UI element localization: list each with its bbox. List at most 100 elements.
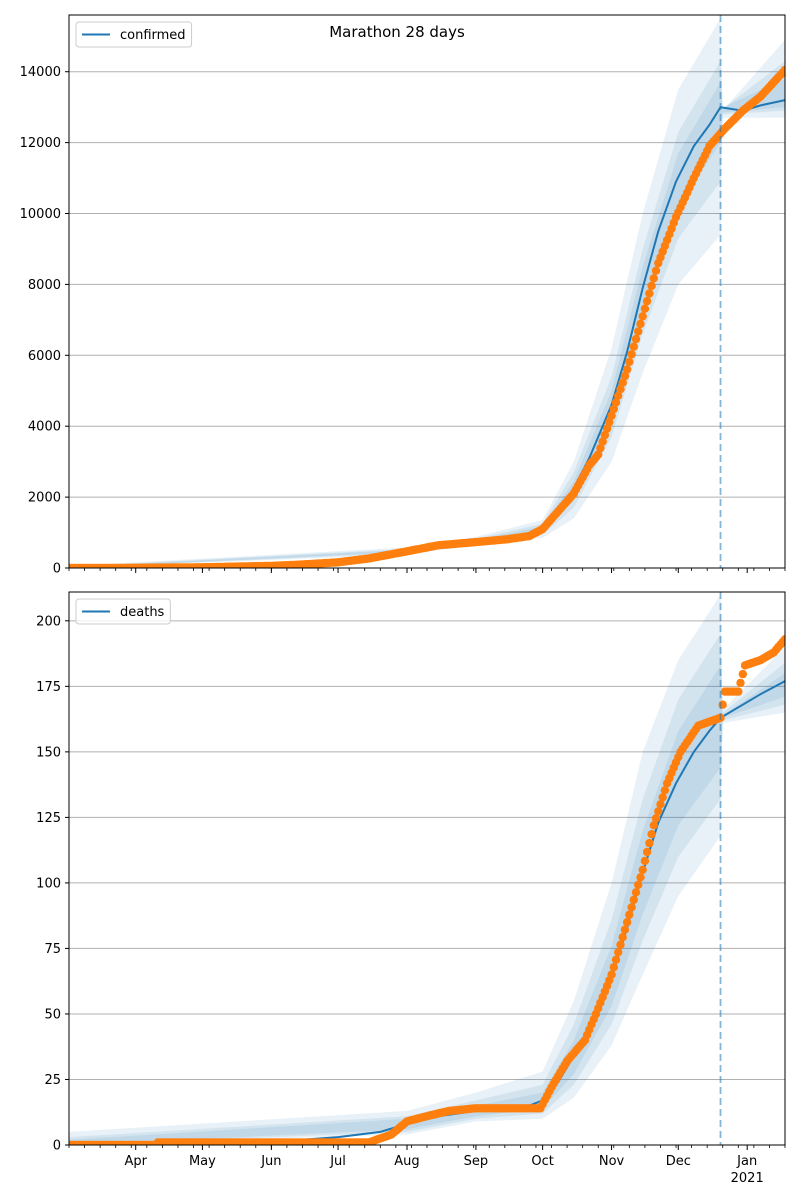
observed-point bbox=[654, 807, 663, 816]
observed-point bbox=[625, 357, 634, 367]
observed-point bbox=[738, 669, 747, 679]
observed-point bbox=[631, 334, 641, 344]
observed-point bbox=[620, 925, 630, 934]
observed-point bbox=[594, 450, 603, 459]
plot-area bbox=[69, 594, 785, 1145]
observed-point bbox=[629, 895, 638, 904]
observed-point bbox=[618, 933, 627, 942]
x-tick-label: Nov bbox=[599, 1154, 625, 1169]
y-tick-label: 10000 bbox=[20, 207, 61, 222]
observed-point bbox=[638, 865, 647, 874]
observed-point bbox=[636, 873, 645, 882]
observed-point bbox=[651, 266, 661, 275]
y-tick-label: 75 bbox=[44, 942, 61, 957]
figure-title: Marathon 28 days bbox=[329, 23, 465, 41]
observed-point bbox=[656, 800, 665, 809]
observed-point bbox=[640, 304, 650, 313]
uncertainty-band bbox=[69, 665, 785, 1145]
observed-point bbox=[649, 274, 658, 283]
y-tick-label: 0 bbox=[53, 1139, 61, 1154]
observed-point bbox=[627, 350, 636, 359]
legend: deaths bbox=[75, 598, 171, 625]
observed-point bbox=[660, 786, 670, 795]
observed-point bbox=[607, 411, 616, 420]
confirmed-chart: 0 2000 4000 6000 8000 10000 12000 14000 confirme… bbox=[20, 14, 786, 577]
observed-point bbox=[736, 678, 745, 688]
x-tick-label: Aug bbox=[394, 1154, 419, 1169]
observed-point bbox=[658, 793, 667, 802]
legend-label: deaths bbox=[120, 605, 165, 620]
y-tick-label: 6000 bbox=[28, 349, 61, 364]
observed-point bbox=[602, 424, 612, 433]
x-tick-label: Jun bbox=[260, 1154, 281, 1169]
x-tick-label: May bbox=[189, 1154, 216, 1169]
y-tick-label: 125 bbox=[36, 811, 61, 826]
x-tick-label: Oct bbox=[531, 1154, 553, 1169]
observed-point bbox=[631, 888, 641, 897]
y-tick-label: 150 bbox=[36, 745, 61, 760]
uncertainty-band bbox=[69, 594, 785, 1145]
uncertainty-band bbox=[69, 633, 785, 1145]
observed-point bbox=[780, 635, 785, 644]
observed-point bbox=[614, 948, 623, 957]
legend-label: confirmed bbox=[120, 28, 186, 43]
x-tick-label: Dec bbox=[666, 1154, 691, 1169]
observed-point bbox=[618, 378, 627, 387]
observed-point bbox=[640, 856, 650, 866]
observed-point bbox=[647, 281, 656, 291]
observed-point bbox=[605, 417, 614, 427]
observed-point bbox=[609, 963, 618, 972]
observed-point bbox=[607, 970, 616, 979]
observed-point bbox=[598, 437, 607, 446]
observed-point bbox=[625, 910, 634, 919]
observed-point bbox=[600, 430, 610, 440]
deaths-chart: 0 25 50 75 100 125 150 175 200 Apr May Jun Jul Aug Sep… bbox=[36, 591, 786, 1186]
observed-point bbox=[616, 385, 625, 394]
legend-box bbox=[75, 598, 171, 625]
observed-point bbox=[627, 903, 636, 912]
y-tick-label: 25 bbox=[44, 1073, 61, 1088]
uncertainty-band bbox=[69, 78, 785, 568]
observed-point bbox=[780, 65, 785, 75]
y-tick-label: 4000 bbox=[28, 420, 61, 435]
y-tick-label: 2000 bbox=[28, 491, 61, 506]
observed-point bbox=[622, 918, 632, 927]
y-tick-label: 100 bbox=[36, 876, 61, 891]
y-tick-label: 12000 bbox=[20, 136, 61, 151]
observed-point bbox=[620, 371, 630, 381]
y-tick-label: 0 bbox=[53, 562, 61, 577]
observed-point bbox=[634, 327, 643, 336]
observed-point bbox=[649, 821, 658, 830]
observed-point bbox=[596, 443, 605, 453]
observed-point bbox=[734, 687, 743, 696]
observed-point bbox=[616, 940, 625, 949]
observed-point bbox=[614, 391, 623, 400]
observed-point bbox=[651, 814, 661, 823]
y-tick-label: 175 bbox=[36, 680, 61, 695]
legend: confirmed bbox=[75, 21, 193, 48]
observed-point bbox=[647, 830, 656, 839]
x-tick-label: Jan bbox=[736, 1154, 757, 1169]
observed-point bbox=[642, 296, 652, 306]
x-tick-sublabel: 2021 bbox=[731, 1171, 764, 1186]
observed-point bbox=[629, 342, 638, 351]
observed-point bbox=[611, 955, 621, 964]
observed-point bbox=[611, 398, 621, 407]
x-tick-label: Sep bbox=[464, 1154, 489, 1169]
observed-point bbox=[645, 838, 654, 848]
observed-point bbox=[609, 404, 618, 414]
observed-point bbox=[642, 847, 652, 857]
observed-point bbox=[634, 880, 643, 889]
observed-point bbox=[636, 319, 645, 329]
plot-area bbox=[69, 18, 785, 568]
observed-point bbox=[645, 289, 654, 298]
y-tick-label: 14000 bbox=[20, 65, 61, 80]
y-tick-label: 8000 bbox=[28, 278, 61, 293]
y-tick-label: 200 bbox=[36, 614, 61, 629]
y-tick-label: 50 bbox=[44, 1007, 61, 1022]
observed-point bbox=[638, 312, 647, 321]
x-tick-label: Apr bbox=[124, 1154, 147, 1169]
x-tick-label: Jul bbox=[329, 1154, 346, 1169]
legend-box bbox=[75, 21, 193, 48]
